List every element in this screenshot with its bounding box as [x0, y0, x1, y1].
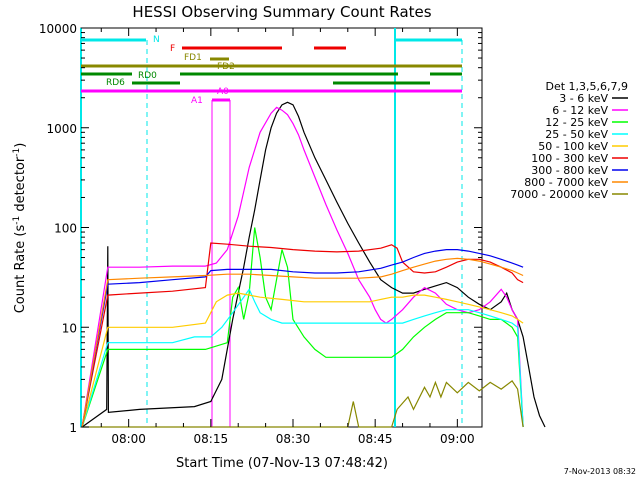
legend-entry: 300 - 800 keV — [531, 164, 608, 177]
chart-title: HESSI Observing Summary Count Rates — [132, 3, 431, 21]
series-line — [81, 101, 546, 428]
series-line — [81, 249, 524, 428]
legend-entry: 25 - 50 keV — [545, 128, 608, 141]
y-tick-label: 1000 — [46, 122, 77, 136]
y-tick-label: 10 — [62, 321, 77, 335]
x-tick-label: 08:45 — [358, 432, 393, 446]
y-axis-label: Count Rate (s-1 detector-1) — [12, 143, 28, 314]
legend-entry: 800 - 7000 keV — [524, 176, 608, 189]
axis-ticks: 08:00 08:15 08:30 08:45 09:00 1 10 100 1000 10000 — [39, 22, 482, 446]
series-group — [81, 101, 546, 428]
legend-title: Det 1,3,5,6,7,9 — [545, 80, 628, 93]
legend-entry: 3 - 6 keV — [559, 92, 608, 105]
flag-label: FD2 — [217, 62, 235, 72]
series-line — [81, 242, 524, 428]
timestamp: 7-Nov-2013 08:32 — [564, 467, 636, 476]
flag-label: RD6 — [106, 78, 125, 88]
plot-frame — [80, 27, 483, 428]
flag-label: N — [153, 35, 160, 45]
y-tick-label: 1 — [69, 421, 77, 435]
y-tick-label: 10000 — [39, 22, 77, 36]
legend-entry: 12 - 25 keV — [545, 116, 608, 129]
y-tick-label: 100 — [54, 222, 77, 236]
series-line — [82, 380, 524, 428]
series-line — [81, 106, 524, 428]
series-line — [81, 292, 524, 428]
legend-entry: 7000 - 20000 keV — [510, 188, 608, 201]
x-tick-label: 08:00 — [111, 432, 146, 446]
x-tick-label: 08:15 — [194, 432, 229, 446]
flag-label: F — [170, 44, 175, 54]
x-axis-label: Start Time (07-Nov-13 07:48:42) — [176, 456, 388, 471]
series-line — [81, 227, 524, 428]
observing-flags: NF FD1 FD2 RD0 RD6 A0 A1 — [80, 28, 463, 427]
x-tick-label: 08:30 — [276, 432, 311, 446]
flag-label: A0 — [217, 87, 229, 97]
flag-label: A1 — [191, 96, 203, 106]
legend-entry: 6 - 12 keV — [552, 104, 608, 117]
series-line — [81, 288, 524, 428]
flag-label: RD0 — [138, 71, 157, 81]
flag-label: FD1 — [184, 53, 202, 63]
legend-entry: 50 - 100 keV — [538, 140, 608, 153]
series-line — [81, 257, 524, 428]
legend-entry: 100 - 300 keV — [531, 152, 608, 165]
x-tick-label: 09:00 — [440, 432, 475, 446]
